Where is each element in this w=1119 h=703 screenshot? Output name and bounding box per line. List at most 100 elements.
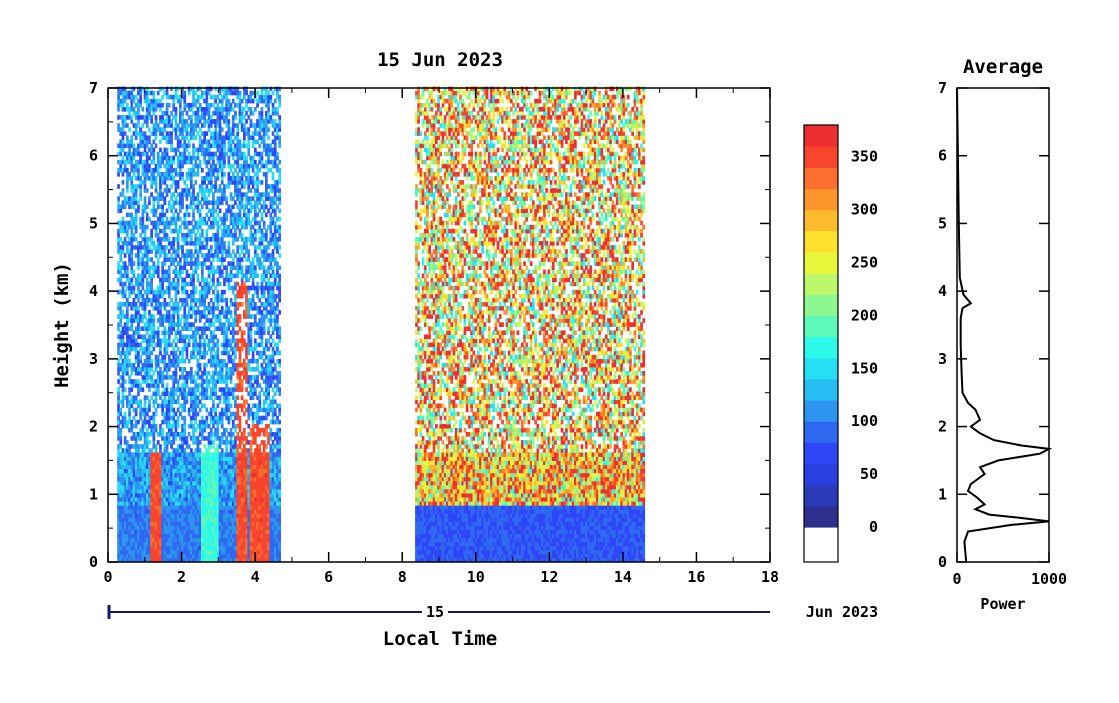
heatmap-cell bbox=[134, 314, 138, 319]
heatmap-cell bbox=[152, 196, 156, 201]
heatmap-cell bbox=[207, 533, 211, 539]
heatmap-cell bbox=[207, 208, 211, 214]
heatmap-cell bbox=[148, 484, 151, 490]
heatmap-cell bbox=[145, 501, 149, 506]
heatmap-cell bbox=[225, 102, 228, 108]
heatmap-cell bbox=[231, 346, 235, 352]
heatmap-cell bbox=[240, 302, 244, 307]
heatmap-cell bbox=[139, 289, 142, 295]
heatmap-cell bbox=[223, 334, 226, 340]
heatmap-cell bbox=[220, 484, 224, 490]
heatmap-cell bbox=[145, 241, 149, 246]
heatmap-cell bbox=[170, 395, 173, 400]
heatmap-cell bbox=[227, 176, 231, 181]
heatmap-cell bbox=[167, 537, 171, 543]
heatmap-cell bbox=[161, 330, 164, 335]
heatmap-cell bbox=[172, 448, 176, 453]
heatmap-cell bbox=[192, 484, 195, 490]
heatmap-cell bbox=[185, 143, 189, 149]
heatmap-cell bbox=[236, 448, 240, 453]
heatmap-cell bbox=[137, 492, 140, 498]
heatmap-cell bbox=[236, 488, 240, 494]
heatmap-cell bbox=[154, 468, 158, 474]
heatmap-cell bbox=[203, 354, 206, 360]
heatmap-cell bbox=[192, 521, 195, 526]
heatmap-cell bbox=[214, 241, 217, 246]
heatmap-cell bbox=[190, 306, 193, 311]
heatmap-cell bbox=[150, 541, 153, 547]
heatmap-cell bbox=[229, 86, 233, 92]
heatmap-cell bbox=[190, 297, 193, 303]
heatmap-cell bbox=[214, 232, 217, 238]
heatmap-cell bbox=[150, 265, 153, 270]
heatmap-cell bbox=[183, 513, 187, 518]
heatmap-cell bbox=[227, 208, 231, 214]
heatmap-cell bbox=[145, 326, 149, 331]
heatmap-cell bbox=[194, 289, 198, 295]
heatmap-cell bbox=[163, 188, 167, 193]
heatmap-cell bbox=[243, 94, 246, 100]
heatmap-cell bbox=[176, 354, 180, 360]
heatmap-cell bbox=[220, 289, 224, 295]
heatmap-cell bbox=[123, 358, 127, 364]
heatmap-cell bbox=[170, 468, 173, 474]
heatmap-cell bbox=[159, 460, 162, 465]
heatmap-cell bbox=[139, 436, 142, 441]
heatmap-cell bbox=[176, 147, 180, 153]
heatmap-cell bbox=[137, 452, 140, 457]
heatmap-cell bbox=[194, 265, 198, 270]
heatmap-cell bbox=[134, 399, 138, 405]
heatmap-cell bbox=[231, 371, 235, 376]
heatmap-cell bbox=[238, 261, 242, 266]
heatmap-cell bbox=[119, 147, 123, 153]
heatmap-cell bbox=[243, 131, 246, 136]
heatmap-cell bbox=[152, 521, 156, 526]
heatmap-cell bbox=[229, 444, 233, 449]
heatmap-cell bbox=[205, 371, 209, 376]
heatmap-cell bbox=[198, 346, 202, 352]
heatmap-cell bbox=[240, 220, 244, 226]
heatmap-cell bbox=[130, 367, 134, 372]
heatmap-cell bbox=[194, 549, 198, 555]
heatmap-cell bbox=[145, 216, 149, 222]
heatmap-cell bbox=[143, 549, 147, 555]
heatmap-cell bbox=[220, 322, 224, 327]
heatmap-cell bbox=[243, 549, 246, 555]
heatmap-cell bbox=[154, 293, 158, 299]
heatmap-cell bbox=[245, 505, 248, 510]
heatmap-cell bbox=[183, 338, 187, 344]
heatmap-cell bbox=[223, 241, 226, 246]
heatmap-cell bbox=[143, 241, 147, 246]
heatmap-cell bbox=[121, 505, 125, 510]
heatmap-cell bbox=[154, 354, 158, 360]
heatmap-cell bbox=[117, 472, 120, 478]
heatmap-cell bbox=[117, 367, 120, 372]
heatmap-cell bbox=[212, 151, 215, 157]
heatmap-cell bbox=[156, 200, 160, 205]
heatmap-cell bbox=[126, 180, 129, 185]
heatmap-cell bbox=[139, 314, 142, 319]
heatmap-cell bbox=[121, 139, 125, 145]
heatmap-cell bbox=[227, 245, 231, 250]
heatmap-cell bbox=[156, 273, 160, 279]
heatmap-cell bbox=[145, 102, 149, 108]
heatmap-cell bbox=[190, 541, 193, 547]
heatmap-cell bbox=[119, 338, 123, 344]
heatmap-cell bbox=[216, 253, 220, 258]
heatmap-cell bbox=[218, 86, 222, 92]
heatmap-cell bbox=[167, 354, 171, 360]
heatmap-cell bbox=[117, 391, 120, 396]
heatmap-cell bbox=[218, 151, 222, 157]
heatmap-cell bbox=[243, 285, 246, 291]
heatmap-cell bbox=[161, 399, 164, 405]
heatmap-cell bbox=[192, 525, 195, 530]
heatmap-cell bbox=[165, 367, 169, 372]
heatmap-cell bbox=[198, 297, 202, 303]
heatmap-cell bbox=[214, 285, 217, 291]
heatmap-cell bbox=[141, 501, 145, 506]
heatmap-cell bbox=[137, 322, 140, 327]
heatmap-cell bbox=[130, 383, 134, 388]
heatmap-cell bbox=[139, 509, 142, 514]
heatmap-cell bbox=[159, 310, 162, 315]
heatmap-cell bbox=[243, 553, 246, 559]
